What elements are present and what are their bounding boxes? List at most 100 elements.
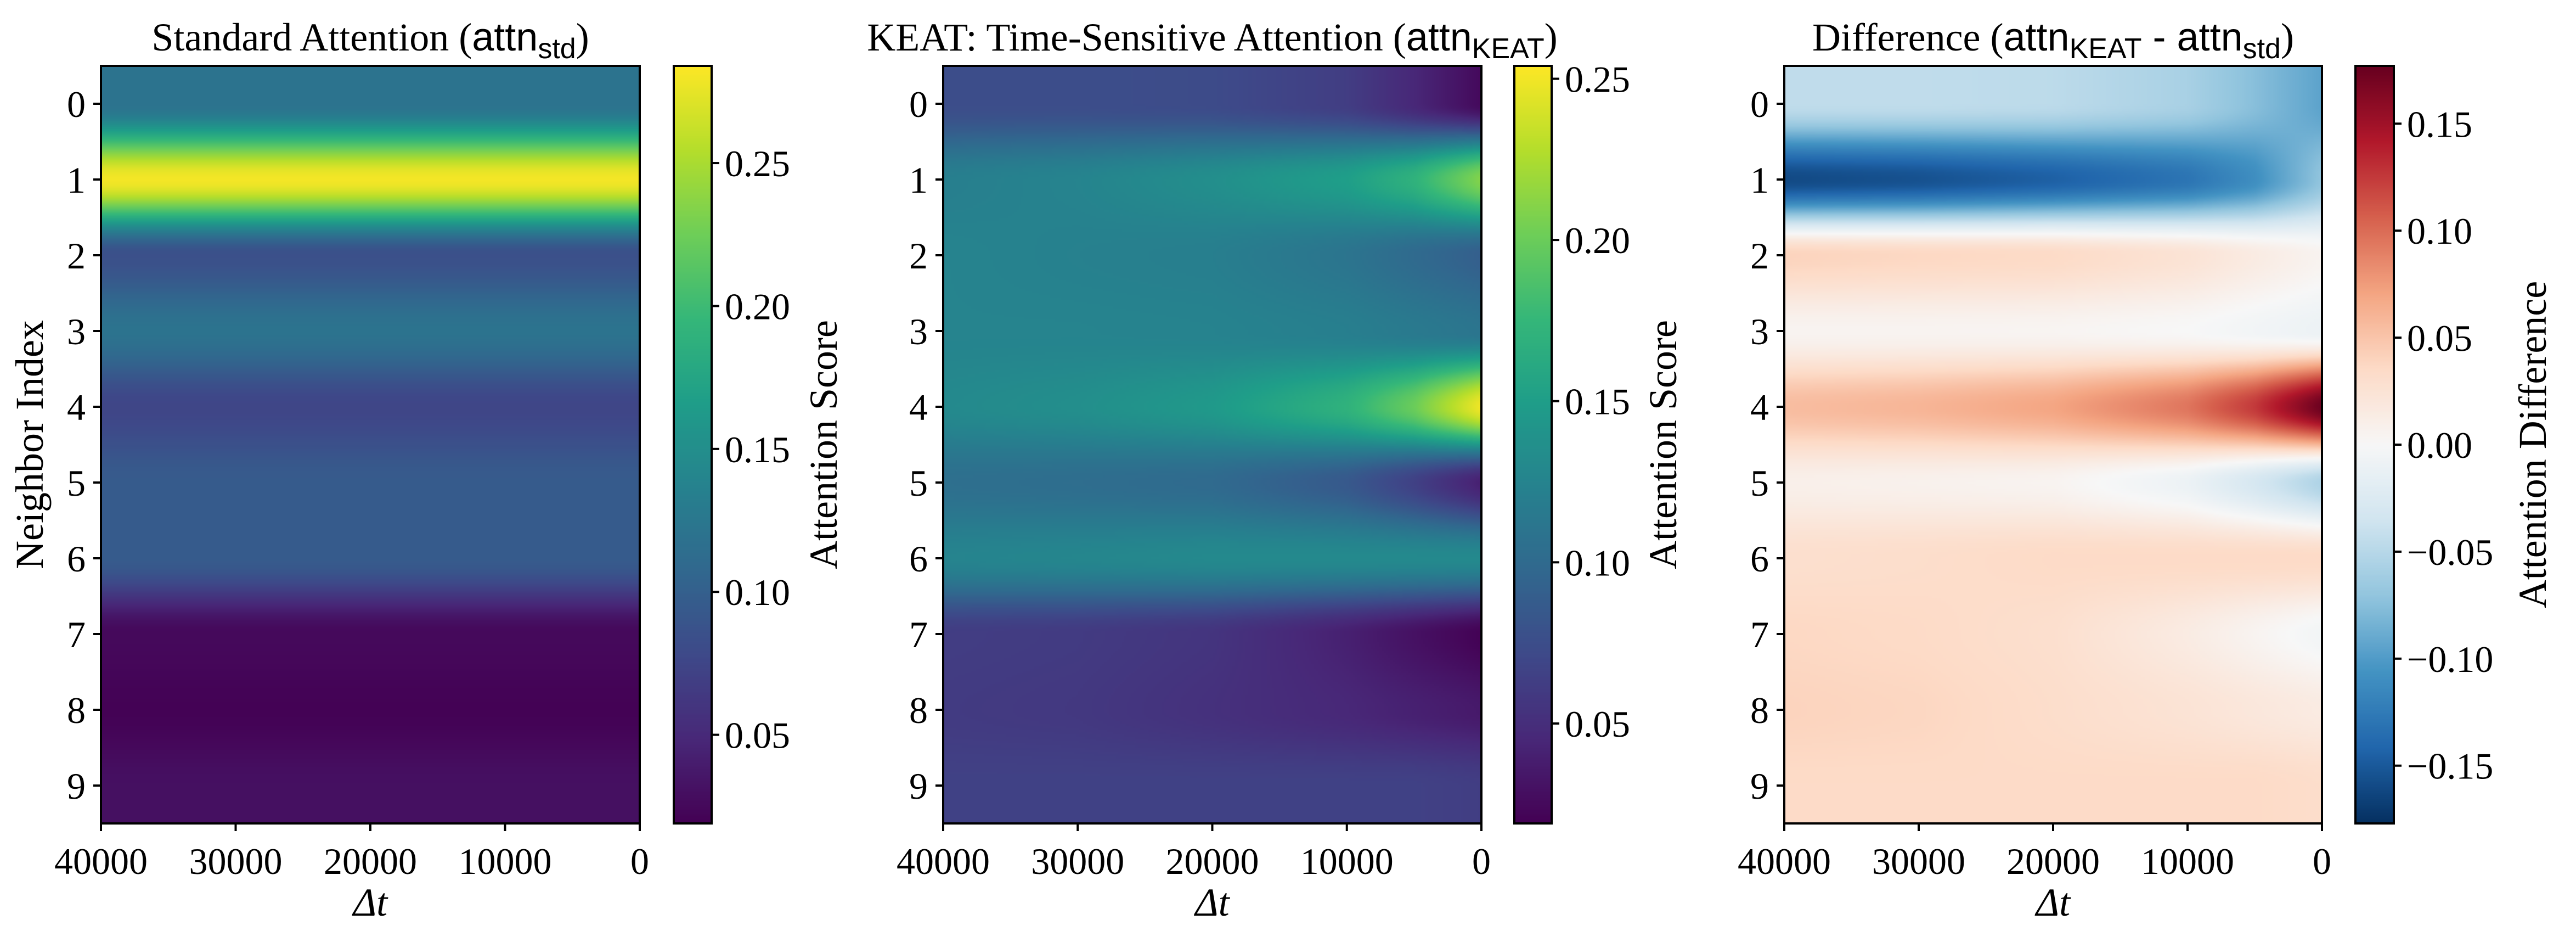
title-suffix: ) <box>1545 15 1558 59</box>
title-prefix: Standard Attention ( <box>151 15 472 59</box>
x-tick-label: 40000 <box>897 840 990 882</box>
y-tick-label: 5 <box>1750 462 1769 504</box>
y-tick-label: 6 <box>1750 538 1769 580</box>
y-tick-label: 0 <box>1750 83 1769 125</box>
x-tick-label: 0 <box>630 840 649 882</box>
y-tick-label: 3 <box>1750 311 1769 352</box>
colorbar-tick-label: 0.05 <box>1565 703 1630 745</box>
y-tick-label: 0 <box>67 83 86 125</box>
colorbar-tick-label: −0.05 <box>2407 531 2493 573</box>
x-axis-label: Δt <box>1193 881 1230 924</box>
x-axis-label: Δt <box>352 881 388 924</box>
title-sub: KEAT <box>1472 33 1545 65</box>
y-tick-label: 8 <box>909 689 928 731</box>
x-axis-label: Δt <box>2034 881 2071 924</box>
y-tick-label: 6 <box>67 538 86 580</box>
y-tick-label: 3 <box>909 311 928 352</box>
colorbar-label: Attention Difference <box>2511 281 2555 608</box>
colorbar-tick-label: 0.20 <box>1565 220 1630 261</box>
colorbar-keat <box>1514 66 1552 823</box>
y-tick-label: 1 <box>909 159 928 201</box>
colorbar-tick-label: 0.20 <box>725 285 790 327</box>
colorbar-tick-label: 0.10 <box>2407 210 2472 252</box>
colorbar-tick-label: 0.15 <box>1565 381 1630 423</box>
x-tick-label: 20000 <box>1166 840 1259 882</box>
colorbar-difference <box>2355 66 2394 823</box>
colorbar-standard <box>674 66 712 823</box>
colorbar-tick-label: 0.25 <box>725 143 790 184</box>
chart-title: KEAT: Time-Sensitive Attention (attnKEAT… <box>867 15 1558 65</box>
title-attn: attn <box>472 15 538 59</box>
title-sub: KEAT <box>2070 33 2142 65</box>
heatmap-difference <box>1784 66 2322 823</box>
y-tick-label: 7 <box>1750 614 1769 655</box>
x-tick-label: 40000 <box>1738 840 1831 882</box>
x-tick-label: 0 <box>2313 840 2331 882</box>
colorbar-tick-label: 0.15 <box>2407 103 2472 145</box>
y-tick-label: 7 <box>909 614 928 655</box>
title-attn: attn <box>1406 15 1472 59</box>
x-tick-label: 10000 <box>1300 840 1394 882</box>
colorbar-tick-label: −0.10 <box>2407 638 2493 680</box>
y-tick-label: 2 <box>1750 235 1769 277</box>
colorbar-label: Attention Score <box>1641 320 1685 569</box>
colorbar-tick-label: −0.15 <box>2407 745 2493 787</box>
colorbar-label: Attention Score <box>802 320 845 569</box>
heatmap-standard-attention <box>101 66 640 823</box>
plot-frame <box>942 65 1483 825</box>
colorbar-frame <box>673 65 713 825</box>
y-tick-label: 1 <box>1750 159 1769 201</box>
colorbar-frame <box>2354 65 2395 825</box>
y-tick-label: 9 <box>909 765 928 807</box>
colorbar-tick-label: 0.25 <box>1565 58 1630 100</box>
x-tick-label: 0 <box>1472 840 1491 882</box>
title-attn: attn <box>2003 15 2069 59</box>
y-tick-label: 5 <box>67 462 86 504</box>
y-tick-label: 7 <box>67 614 86 655</box>
x-tick-label: 20000 <box>324 840 417 882</box>
x-tick-label: 40000 <box>54 840 148 882</box>
x-tick-label: 30000 <box>1872 840 1965 882</box>
colorbar-tick-label: 0.10 <box>725 571 790 613</box>
colorbar-tick-label: 0.00 <box>2407 424 2472 466</box>
plot-frame <box>1783 65 2323 825</box>
y-tick-label: 1 <box>67 159 86 201</box>
title-sub2: std <box>2243 33 2281 65</box>
title-mid: - <box>2142 15 2177 59</box>
y-tick-label: 8 <box>67 689 86 731</box>
y-axis-label: Neighbor Index <box>8 320 52 569</box>
title-suffix: ) <box>2281 15 2294 59</box>
chart-title: Standard Attention (attnstd) <box>151 15 589 65</box>
colorbar-tick-label: 0.05 <box>2407 317 2472 359</box>
y-tick-label: 3 <box>67 311 86 352</box>
x-tick-label: 30000 <box>1031 840 1124 882</box>
colorbar-tick-label: 0.15 <box>725 429 790 470</box>
title-attn2: attn <box>2177 15 2243 59</box>
y-tick-label: 4 <box>909 386 928 428</box>
title-sub: std <box>538 33 576 65</box>
y-tick-label: 2 <box>67 235 86 277</box>
y-tick-label: 0 <box>909 83 928 125</box>
title-suffix: ) <box>576 15 589 59</box>
colorbar-frame <box>1513 65 1553 825</box>
x-tick-label: 10000 <box>2141 840 2234 882</box>
y-tick-label: 9 <box>1750 765 1769 807</box>
y-tick-label: 4 <box>67 386 86 428</box>
y-tick-label: 9 <box>67 765 86 807</box>
y-tick-label: 5 <box>909 462 928 504</box>
x-tick-label: 10000 <box>459 840 552 882</box>
y-tick-label: 2 <box>909 235 928 277</box>
title-prefix: KEAT: Time-Sensitive Attention ( <box>867 15 1406 59</box>
x-tick-label: 30000 <box>189 840 283 882</box>
x-tick-label: 20000 <box>2006 840 2100 882</box>
y-tick-label: 4 <box>1750 386 1769 428</box>
colorbar-tick-label: 0.05 <box>725 715 790 756</box>
heatmap-keat-attention <box>943 66 1481 823</box>
chart-title: Difference (attnKEAT - attnstd) <box>1812 15 2294 65</box>
y-tick-label: 6 <box>909 538 928 580</box>
plot-frame <box>100 65 641 825</box>
y-tick-label: 8 <box>1750 689 1769 731</box>
title-prefix: Difference ( <box>1812 15 2003 59</box>
